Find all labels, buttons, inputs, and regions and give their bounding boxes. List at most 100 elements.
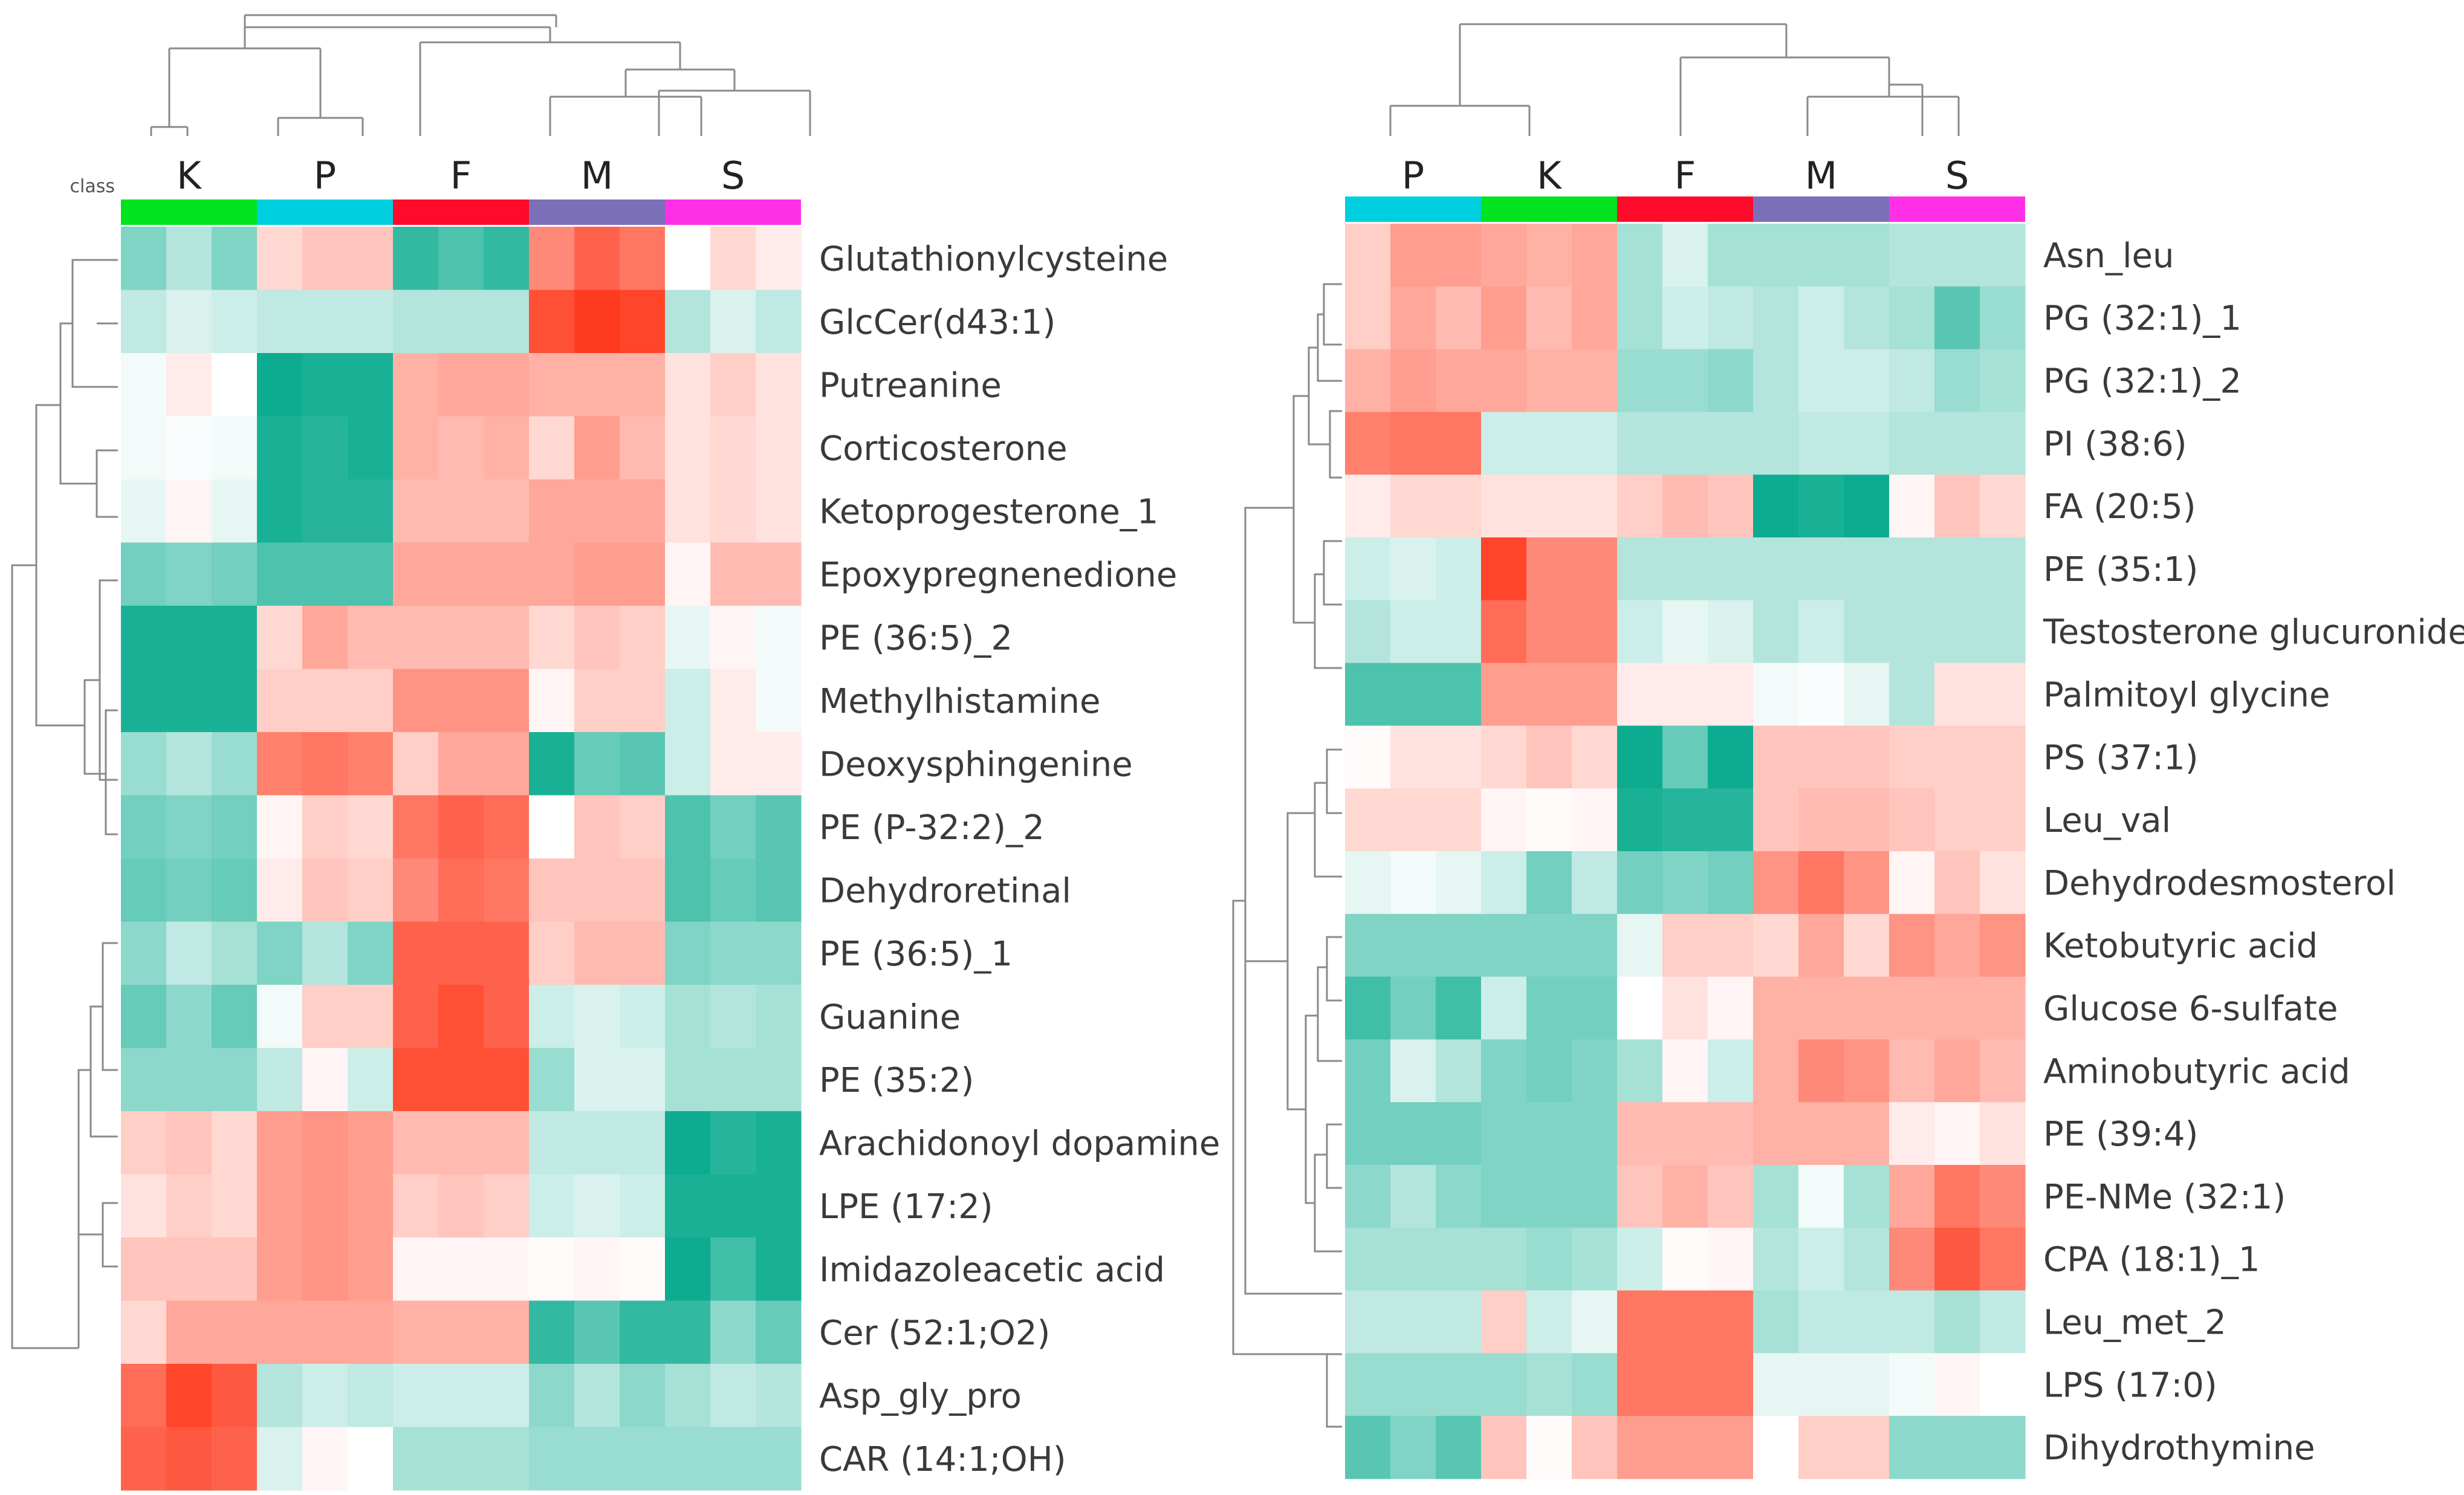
- right-heatmap-cell: [1980, 1039, 2026, 1103]
- left-row-label: GlcCer(d43:1): [819, 303, 1055, 342]
- left-heatmap-cell: [438, 353, 484, 417]
- left-heatmap-cell: [348, 1364, 394, 1428]
- left-heatmap-cell: [665, 732, 711, 796]
- left-heatmap-cell: [257, 1364, 303, 1428]
- left-heatmap-cell: [166, 732, 212, 796]
- left-heatmap-cell: [665, 1427, 711, 1491]
- left-group-label-s: S: [721, 154, 745, 198]
- left-heatmap-cell: [393, 1111, 439, 1175]
- left-heatmap-cell: [710, 1174, 756, 1238]
- right-heatmap-cell: [1345, 976, 1391, 1040]
- right-heatmap-cell: [1617, 1290, 1663, 1354]
- left-heatmap-cell: [438, 795, 484, 859]
- left-heatmap-cell: [257, 669, 303, 733]
- right-heatmap-cell: [1708, 475, 1754, 538]
- left-heatmap-cell: [574, 921, 620, 985]
- left-heatmap-cell: [393, 1300, 439, 1364]
- left-heatmap-cell: [756, 1174, 802, 1238]
- right-group-bar-s: [1889, 196, 2025, 222]
- right-heatmap-cell: [1390, 1290, 1436, 1354]
- left-heatmap-cell: [393, 732, 439, 796]
- left-heatmap-cell: [257, 985, 303, 1049]
- right-heatmap-cell: [1934, 600, 1980, 664]
- left-row-dendrogram: [11, 259, 118, 1349]
- right-heatmap-cell: [1934, 851, 1980, 915]
- left-heatmap-cell: [484, 1048, 530, 1112]
- left-group-label-f: F: [450, 154, 472, 198]
- right-heatmap-cell: [1662, 913, 1708, 978]
- right-heatmap-cell: [1844, 1416, 1890, 1479]
- left-heatmap-cell: [393, 353, 439, 417]
- left-heatmap-cell: [393, 1174, 439, 1238]
- right-heatmap-cell: [1934, 224, 1980, 287]
- right-heatmap-cell: [1526, 788, 1572, 852]
- right-row-dendrogram: [1232, 283, 1342, 1428]
- right-heatmap-cell: [1708, 349, 1754, 412]
- right-heatmap-cell: [1572, 1416, 1618, 1479]
- right-heatmap-cell: [1390, 788, 1436, 852]
- right-heatmap-cell: [1798, 349, 1844, 412]
- left-heatmap-cell: [393, 606, 439, 670]
- left-heatmap-cell: [212, 1300, 258, 1364]
- right-heatmap-cell: [1345, 286, 1391, 350]
- left-heatmap-cell: [710, 795, 756, 859]
- right-heatmap-cell: [1481, 1227, 1527, 1291]
- left-heatmap-cell: [393, 985, 439, 1049]
- right-heatmap-cell: [1662, 851, 1708, 915]
- right-heatmap-cell: [1708, 1353, 1754, 1416]
- left-heatmap-cell: [665, 227, 711, 291]
- left-heatmap-cell: [665, 1048, 711, 1112]
- right-heatmap-cell: [1798, 976, 1844, 1040]
- left-heatmap-cell: [302, 479, 348, 543]
- right-heatmap-cell: [1844, 976, 1890, 1040]
- left-heatmap-cell: [574, 985, 620, 1049]
- left-heatmap-cell: [710, 858, 756, 923]
- right-heatmap-cell: [1980, 1165, 2026, 1228]
- left-heatmap-cell: [756, 1048, 802, 1112]
- left-heatmap-cell: [348, 227, 394, 291]
- left-heatmap-cell: [257, 795, 303, 859]
- left-heatmap-cell: [620, 669, 666, 733]
- right-heatmap-cell: [1980, 600, 2026, 664]
- right-heatmap-cell: [1662, 349, 1708, 412]
- left-heatmap-cell: [710, 1048, 756, 1112]
- right-heatmap-cell: [1844, 1353, 1890, 1416]
- right-heatmap-cell: [1481, 1416, 1527, 1479]
- left-heatmap-cell: [756, 1237, 802, 1302]
- left-row-label: Deoxysphingenine: [819, 745, 1133, 784]
- left-heatmap-cell: [212, 669, 258, 733]
- right-heatmap-cell: [1436, 976, 1482, 1040]
- right-heatmap-cell: [1934, 537, 1980, 601]
- right-row-label: CPA (18:1)_1: [2043, 1240, 2260, 1280]
- right-heatmap-cell: [1798, 286, 1844, 350]
- left-heatmap-cell: [710, 542, 756, 606]
- left-heatmap-cell: [257, 227, 303, 291]
- right-heatmap-cell: [1889, 1353, 1935, 1416]
- right-heatmap-cell: [1617, 1102, 1663, 1166]
- left-heatmap-cell: [710, 732, 756, 796]
- right-heatmap-cell: [1708, 1290, 1754, 1354]
- left-heatmap-cell: [529, 479, 575, 543]
- left-heatmap-cell: [348, 858, 394, 923]
- right-heatmap-cell: [1572, 1290, 1618, 1354]
- right-heatmap-cell: [1572, 600, 1618, 664]
- left-heatmap-cell: [529, 858, 575, 923]
- right-heatmap-cell: [1708, 851, 1754, 915]
- left-heatmap-cell: [529, 921, 575, 985]
- right-heatmap-cell: [1617, 1353, 1663, 1416]
- left-heatmap-cell: [756, 416, 802, 480]
- right-heatmap-cells: [1345, 224, 2026, 1479]
- right-heatmap-cell: [1436, 725, 1482, 789]
- left-heatmap-cell: [212, 732, 258, 796]
- right-heatmap-cell: [1980, 349, 2026, 412]
- right-heatmap-cell: [1436, 537, 1482, 601]
- left-heatmap-cell: [574, 606, 620, 670]
- left-heatmap-cell: [393, 1237, 439, 1302]
- right-heatmap-cell: [1708, 913, 1754, 978]
- right-group-label-p: P: [1402, 154, 1424, 198]
- left-heatmap-cell: [620, 479, 666, 543]
- left-heatmap-cell: [302, 1364, 348, 1428]
- left-heatmap-cell: [257, 1111, 303, 1175]
- right-heatmap-cell: [1844, 851, 1890, 915]
